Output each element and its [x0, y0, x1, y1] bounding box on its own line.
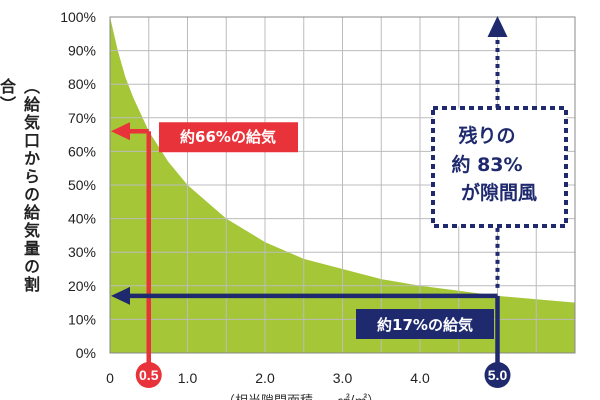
- x-axis-label: （相当隙間面積 ── ㎠/㎡）: [222, 390, 522, 400]
- y-tick-label: 40%: [68, 211, 96, 227]
- y-tick-label: 70%: [68, 110, 96, 126]
- x-tick-label: 4.0: [410, 370, 430, 386]
- red-arrow-head: [111, 122, 130, 141]
- y-axis-label: （給気口からの給気量の割合）: [0, 78, 40, 294]
- x-tick-label: 2.0: [255, 370, 275, 386]
- dotted-box: [431, 106, 568, 228]
- x-tick-label: 3.0: [333, 370, 353, 386]
- dotted-arrow-head: [487, 16, 508, 37]
- y-tick-label: 0%: [76, 345, 96, 361]
- red-x-marker-label: 0.5: [139, 367, 159, 383]
- navy-label-box: [356, 309, 494, 339]
- red-label-text: 約66%の給気: [180, 128, 276, 146]
- red-label-box: [159, 122, 298, 153]
- x-tick-label: 0: [106, 370, 114, 386]
- dotted-box-line-3: が隙間風: [461, 181, 537, 204]
- navy-arrow-head: [111, 286, 130, 305]
- y-tick-label: 50%: [68, 177, 96, 193]
- navy-label-text: 約17%の給気: [377, 316, 473, 334]
- y-tick-label: 100%: [60, 9, 96, 25]
- y-tick-label: 80%: [68, 76, 96, 92]
- y-tick-label: 10%: [68, 311, 96, 327]
- dotted-box-line-1: 残りの: [458, 124, 515, 147]
- y-tick-label: 60%: [68, 143, 96, 159]
- navy-x-marker: [484, 362, 511, 388]
- plot-border: [109, 16, 576, 354]
- y-tick-label: 90%: [68, 43, 96, 59]
- red-x-marker: [135, 362, 162, 388]
- dotted-box-line-2: 約 83%: [451, 153, 522, 176]
- x-tick-label: 1.0: [178, 370, 198, 386]
- y-tick-label: 20%: [68, 278, 96, 294]
- navy-x-marker-label: 5.0: [488, 367, 508, 383]
- y-tick-label: 30%: [68, 244, 96, 260]
- y-axis-label-wrap: （給気口からの給気量の割合）: [0, 78, 40, 318]
